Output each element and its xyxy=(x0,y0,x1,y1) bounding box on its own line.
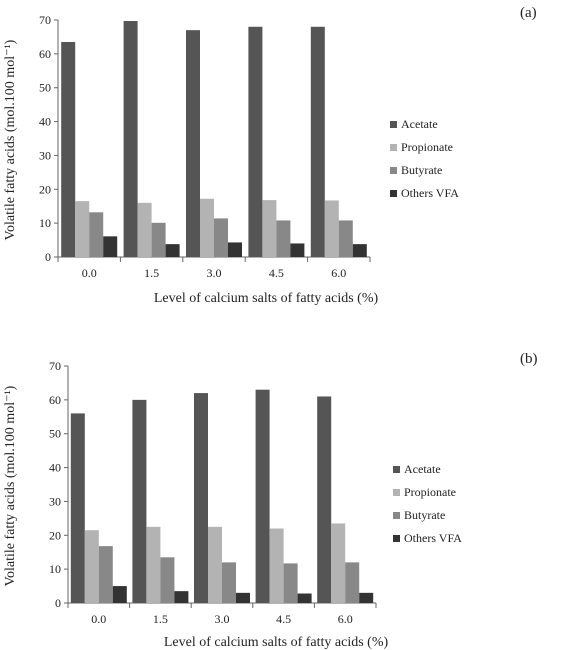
bar-propionate xyxy=(208,526,222,603)
y-tick-label: 40 xyxy=(49,461,61,475)
y-tick-label: 70 xyxy=(39,13,51,27)
legend-swatch xyxy=(393,489,400,496)
y-axis-title: Volatile fatty acids (mol.100 mol⁻¹) xyxy=(3,385,18,586)
bar-butyrate xyxy=(222,562,236,603)
panel-label: (a) xyxy=(520,5,537,21)
bar-acetate xyxy=(255,389,270,603)
x-tick-label: 6.0 xyxy=(331,266,346,280)
y-tick-label: 10 xyxy=(39,216,51,230)
x-tick-label: 3.0 xyxy=(207,266,222,280)
y-tick-label: 50 xyxy=(39,81,51,95)
legend-label: Acetate xyxy=(401,117,438,131)
legend-label: Others VFA xyxy=(401,186,459,200)
bar-acetate xyxy=(123,21,138,257)
x-tick-labels: 0.0 1.5 3.0 4.5 6.0 xyxy=(57,257,371,280)
chart-panel-b: (b) Volatile fatty acids (mol.100 mol⁻¹)… xyxy=(3,351,538,650)
legend-label: Butyrate xyxy=(401,163,442,177)
bar-others-vfa xyxy=(165,244,180,257)
bar-others-vfa xyxy=(352,244,367,257)
bar-others-vfa xyxy=(228,242,242,257)
bar-butyrate xyxy=(338,220,353,257)
bar-butyrate xyxy=(283,563,298,603)
bar-butyrate xyxy=(276,220,291,257)
y-tick-label: 0 xyxy=(55,596,61,610)
x-tick-labels: 0.0 1.5 3.0 4.5 6.0 xyxy=(67,603,377,626)
x-tick-label: 3.0 xyxy=(215,612,230,626)
legend-swatch xyxy=(390,167,397,174)
y-tick-label: 50 xyxy=(49,427,61,441)
bar-propionate xyxy=(324,200,339,257)
legend-label: Acetate xyxy=(404,462,441,476)
bar-butyrate xyxy=(98,546,113,603)
bar-acetate xyxy=(310,26,325,258)
bar-propionate xyxy=(75,201,90,257)
legend-swatch xyxy=(393,512,400,519)
y-tick-labels: 0 10 20 30 40 50 60 70 xyxy=(49,359,68,610)
x-axis-title: Level of calcium salts of fatty acids (%… xyxy=(164,635,389,650)
bar-propionate xyxy=(84,530,99,603)
bar-others-vfa xyxy=(359,592,374,603)
x-tick-label: 6.0 xyxy=(338,612,353,626)
legend-label: Butyrate xyxy=(404,508,445,522)
legend-swatch xyxy=(390,190,397,197)
y-tick-label: 60 xyxy=(49,393,61,407)
x-tick-label: 4.5 xyxy=(276,612,291,626)
bars xyxy=(61,21,367,258)
y-tick-label: 60 xyxy=(39,47,51,61)
y-tick-label: 40 xyxy=(39,115,51,129)
y-tick-label: 30 xyxy=(39,148,51,162)
bar-propionate xyxy=(200,198,214,257)
y-tick-label: 20 xyxy=(39,182,51,196)
bar-others-vfa xyxy=(236,592,250,603)
x-tick-label: 1.5 xyxy=(144,266,159,280)
legend-label: Others VFA xyxy=(404,531,462,545)
legend-swatch xyxy=(393,466,400,473)
bar-others-vfa xyxy=(297,593,312,603)
bar-acetate xyxy=(61,42,76,257)
panel-label: (b) xyxy=(520,351,538,367)
legend: Acetate Propionate Butyrate Others VFA xyxy=(393,462,462,545)
bar-butyrate xyxy=(160,557,175,603)
y-tick-label: 70 xyxy=(49,359,61,373)
legend-swatch xyxy=(390,121,397,128)
bar-propionate xyxy=(331,523,346,603)
legend-swatch xyxy=(390,144,397,151)
x-tick-label: 0.0 xyxy=(91,612,106,626)
bar-propionate xyxy=(146,526,161,603)
bar-propionate xyxy=(137,202,152,257)
bar-others-vfa xyxy=(103,236,118,257)
chart-panel-a: (a) Volatile fatty acids (mol.100 mol⁻¹)… xyxy=(3,5,537,306)
y-tick-label: 20 xyxy=(49,528,61,542)
bar-acetate xyxy=(132,399,147,603)
y-tick-label: 10 xyxy=(49,562,61,576)
bar-butyrate xyxy=(214,218,228,257)
y-tick-labels: 0 10 20 30 40 50 60 70 xyxy=(39,13,58,264)
legend-label: Propionate xyxy=(401,140,453,154)
legend-swatch xyxy=(393,535,400,542)
x-tick-label: 0.0 xyxy=(82,266,97,280)
y-axis-title: Volatile fatty acids (mol.100 mol⁻¹) xyxy=(3,39,18,240)
x-tick-label: 4.5 xyxy=(269,266,284,280)
x-tick-label: 1.5 xyxy=(153,612,168,626)
bar-butyrate xyxy=(89,212,104,257)
bars xyxy=(70,389,374,603)
bar-propionate xyxy=(262,200,277,257)
x-axis-title: Level of calcium salts of fatty acids (%… xyxy=(154,291,379,306)
y-tick-label: 30 xyxy=(49,494,61,508)
legend: Acetate Propionate Butyrate Others VFA xyxy=(390,117,459,200)
y-tick-label: 0 xyxy=(45,250,51,264)
bar-butyrate xyxy=(345,562,360,603)
bar-acetate xyxy=(317,396,332,603)
bar-others-vfa xyxy=(112,586,127,603)
bar-others-vfa xyxy=(174,591,189,603)
legend-label: Propionate xyxy=(404,485,456,499)
bar-acetate xyxy=(194,393,208,603)
bar-propionate xyxy=(269,528,284,603)
bar-acetate xyxy=(70,413,85,603)
bar-acetate xyxy=(186,30,200,258)
bar-others-vfa xyxy=(290,243,305,257)
bar-butyrate xyxy=(151,222,166,257)
bar-acetate xyxy=(248,26,263,258)
